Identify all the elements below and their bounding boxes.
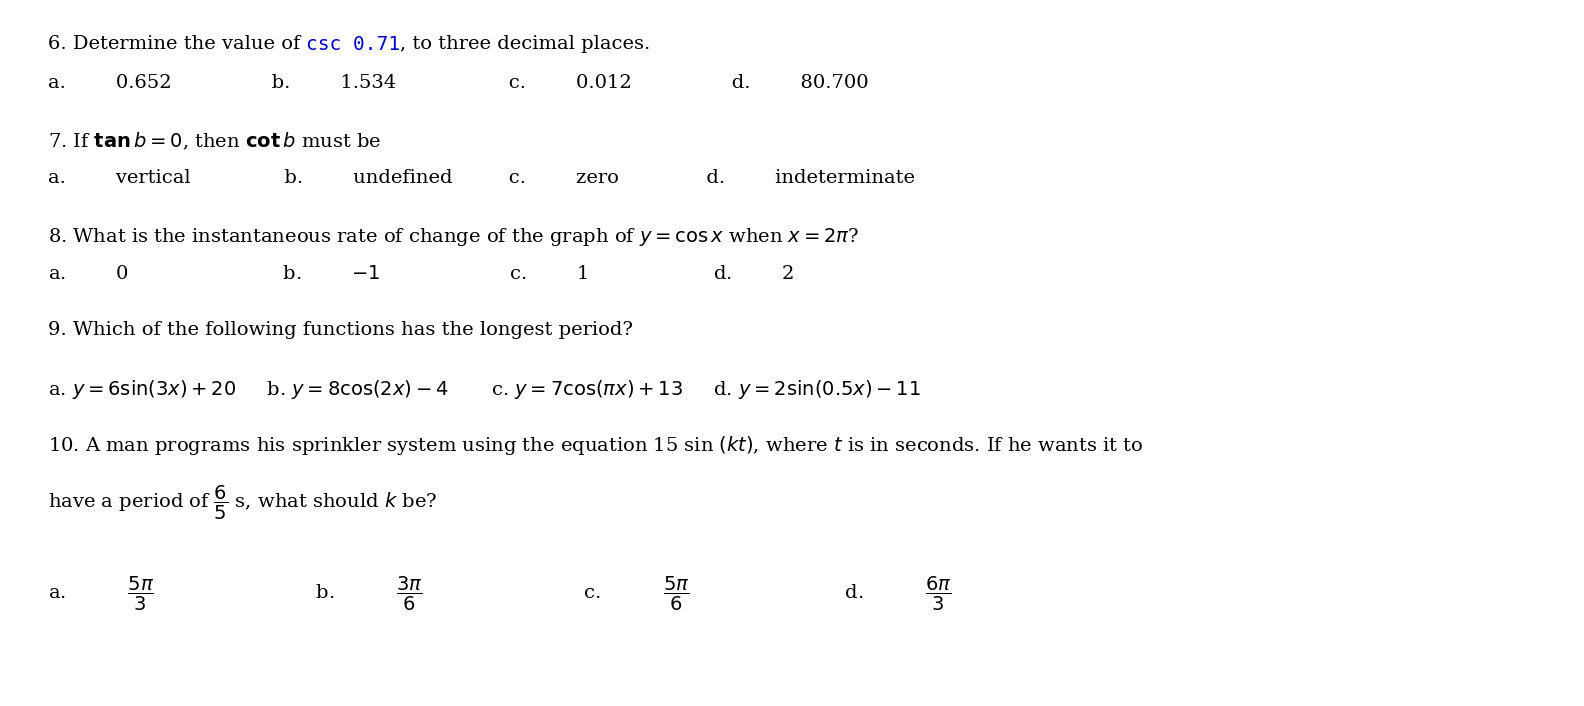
Text: have a period of $\dfrac{6}{5}$ s, what should $k$ be?: have a period of $\dfrac{6}{5}$ s, what … (48, 484, 437, 522)
Text: a.        0.652                b.        1.534                  c.        0.012 : a. 0.652 b. 1.534 c. 0.012 (48, 74, 868, 92)
Text: 10. A man programs his sprinkler system using the equation 15 sin $(kt)$, where : 10. A man programs his sprinkler system … (48, 434, 1144, 457)
Text: a. $y = 6\sin(3x) + 20$     b. $y = 8\cos(2x) - 4$       c. $y = 7\cos(\pi x) + : a. $y = 6\sin(3x) + 20$ b. $y = 8\cos(2x… (48, 378, 920, 401)
Text: a.        vertical               b.        undefined         c.        zero     : a. vertical b. undefined c. zero (48, 169, 914, 187)
Text: csc 0.71: csc 0.71 (306, 35, 401, 54)
Text: , to three decimal places.: , to three decimal places. (401, 35, 651, 53)
Text: 8. What is the instantaneous rate of change of the graph of $y = \cos x$ when $x: 8. What is the instantaneous rate of cha… (48, 226, 859, 248)
Text: 7. If $\mathbf{tan}\,b = 0$, then $\mathbf{cot}\,b$ must be: 7. If $\mathbf{tan}\,b = 0$, then $\math… (48, 131, 380, 152)
Text: a.        0                         b.        $-1$                     c.       : a. 0 b. $-1$ c. (48, 265, 794, 282)
Text: a.          $\dfrac{5\pi}{3}$                          b.          $\dfrac{3\pi}: a. $\dfrac{5\pi}{3}$ b. $\dfrac{3\pi} (48, 575, 950, 614)
Text: 9. Which of the following functions has the longest period?: 9. Which of the following functions has … (48, 321, 632, 339)
Text: 6. Determine the value of: 6. Determine the value of (48, 35, 306, 53)
